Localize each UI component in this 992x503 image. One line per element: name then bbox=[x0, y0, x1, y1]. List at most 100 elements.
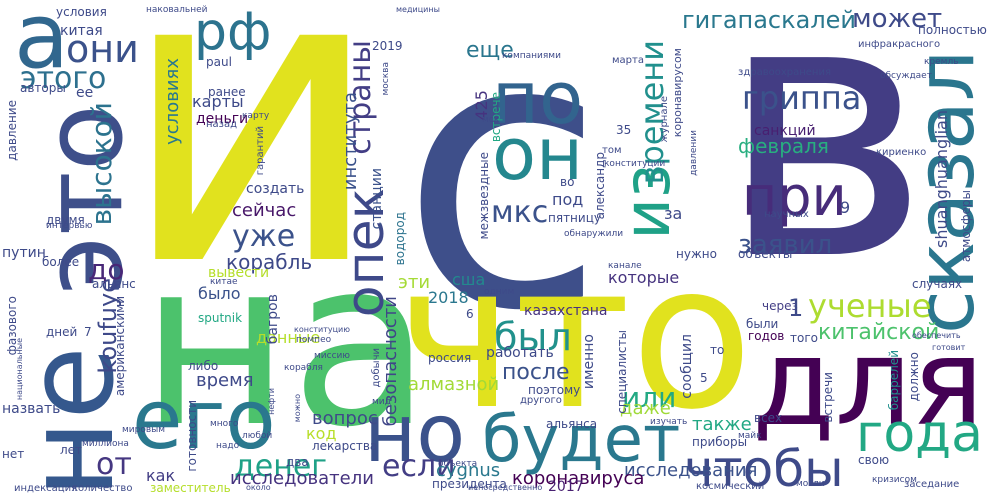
word: мкс bbox=[491, 195, 549, 230]
word: интервью bbox=[46, 221, 93, 231]
word: заместитель bbox=[150, 481, 231, 495]
word: миссию bbox=[314, 351, 350, 361]
word: заседание bbox=[904, 479, 960, 490]
word: годов bbox=[748, 329, 785, 343]
word: нефти bbox=[267, 388, 276, 415]
word: также bbox=[692, 414, 752, 435]
word: если bbox=[382, 449, 456, 484]
word: марта bbox=[612, 55, 644, 66]
word: коронавируса bbox=[512, 468, 645, 489]
word: журнале bbox=[659, 96, 670, 143]
word: москва bbox=[381, 62, 391, 96]
word: надо bbox=[216, 441, 240, 451]
word: они bbox=[66, 27, 139, 71]
word: мировым bbox=[122, 425, 166, 435]
word: сейчас bbox=[232, 200, 297, 221]
word: компаниями bbox=[502, 51, 561, 61]
word: заявил bbox=[738, 230, 833, 260]
word: китая bbox=[60, 23, 103, 39]
word: ученые bbox=[808, 287, 932, 325]
word: инфракрасного bbox=[858, 39, 941, 50]
word: либо bbox=[188, 359, 219, 373]
word: но bbox=[364, 387, 466, 480]
word: ее bbox=[76, 85, 94, 101]
word: исследователи bbox=[230, 468, 374, 489]
word: уже bbox=[232, 219, 296, 254]
word: по bbox=[492, 56, 584, 140]
word: нужно bbox=[676, 247, 717, 261]
word: после bbox=[502, 360, 570, 385]
word: приборы bbox=[692, 435, 748, 449]
word: случаях bbox=[912, 277, 963, 291]
word: наковальней bbox=[146, 5, 208, 15]
word: 1 bbox=[788, 294, 804, 322]
word: его bbox=[132, 373, 276, 468]
word: помпео bbox=[296, 335, 332, 345]
word: рф bbox=[194, 2, 272, 62]
word: даже bbox=[620, 398, 671, 419]
word: около bbox=[246, 483, 271, 492]
word: карты bbox=[192, 92, 244, 111]
word: sputnik bbox=[198, 311, 243, 325]
word: как bbox=[146, 466, 176, 485]
word: полностью bbox=[918, 23, 987, 37]
word: медицины bbox=[396, 5, 440, 14]
word: кризисом bbox=[872, 475, 917, 485]
word: казахстана bbox=[524, 303, 608, 319]
word: атмосферы bbox=[959, 190, 973, 263]
word: будет bbox=[482, 403, 681, 477]
word: водород bbox=[393, 212, 407, 266]
word: президента bbox=[432, 477, 507, 491]
word: готовности bbox=[185, 400, 199, 472]
word: 2019 bbox=[372, 39, 403, 53]
word: майк bbox=[738, 431, 762, 441]
word: дней bbox=[46, 325, 78, 339]
word: для bbox=[752, 314, 984, 453]
word: американскими bbox=[113, 296, 127, 397]
word: здравоохранения bbox=[738, 67, 831, 78]
word: был bbox=[494, 315, 572, 359]
word: миллиона bbox=[82, 439, 129, 449]
word: кремль bbox=[924, 57, 959, 67]
word: авторы bbox=[20, 81, 66, 95]
word: багров bbox=[265, 294, 281, 345]
word: два bbox=[286, 455, 309, 469]
word: года bbox=[856, 404, 983, 464]
word: космический bbox=[696, 481, 765, 492]
word: обсуждает bbox=[880, 71, 932, 81]
word: paul bbox=[206, 55, 232, 69]
word: 2017 bbox=[548, 479, 584, 495]
word: были bbox=[746, 317, 779, 331]
word: за bbox=[664, 204, 683, 223]
word: еще bbox=[466, 38, 514, 63]
word: он bbox=[492, 112, 584, 196]
word: лет bbox=[60, 443, 83, 457]
word: добычи bbox=[371, 348, 382, 388]
word: россия bbox=[428, 351, 472, 365]
word: через bbox=[762, 299, 798, 313]
word: баррелей bbox=[887, 350, 901, 411]
word: корабль bbox=[226, 250, 313, 274]
word: давление bbox=[5, 100, 19, 161]
word: вывести bbox=[208, 265, 270, 281]
word: данные bbox=[256, 328, 321, 347]
word: во bbox=[560, 175, 575, 189]
word: свою bbox=[858, 453, 890, 467]
word: этого bbox=[20, 61, 107, 96]
word: 35 bbox=[616, 123, 632, 137]
word: shuanghuanglian bbox=[932, 110, 951, 248]
word: другого bbox=[520, 395, 562, 406]
word: китае bbox=[210, 277, 238, 287]
word: более bbox=[42, 255, 80, 269]
word: условиях bbox=[162, 58, 183, 145]
word: мск bbox=[482, 115, 500, 125]
word: можно bbox=[293, 394, 302, 423]
word: на bbox=[140, 211, 432, 478]
word: и bbox=[118, 0, 385, 356]
word: деньги bbox=[196, 111, 249, 127]
word: любой bbox=[242, 431, 273, 441]
word: карту bbox=[242, 111, 270, 121]
word: сша bbox=[452, 270, 486, 289]
word: станции bbox=[369, 168, 385, 230]
